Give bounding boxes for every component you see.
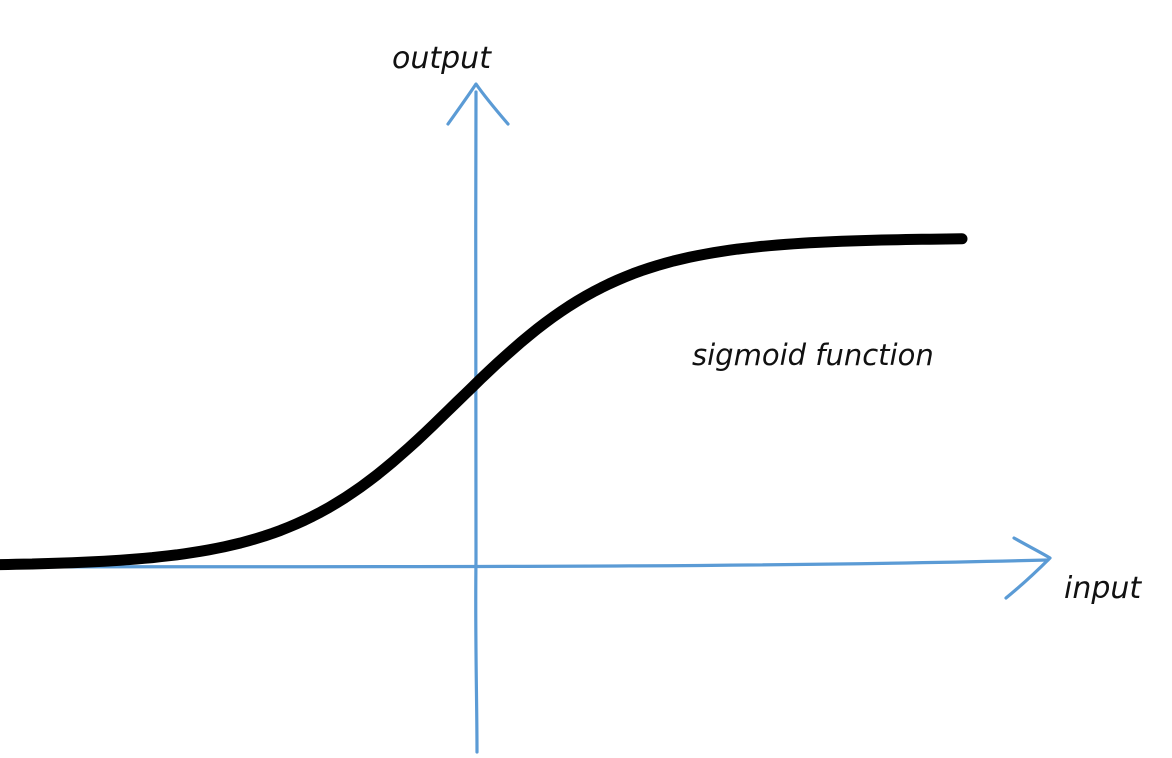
x-axis-arrowhead	[1004, 536, 1052, 600]
y-axis-line	[474, 90, 479, 754]
x-axis-line	[0, 558, 1050, 569]
x-axis-label: input	[1064, 571, 1142, 606]
y-axis-label: output	[392, 41, 492, 76]
sigmoid-curve-path	[0, 233, 968, 571]
sigmoid-curve	[0, 233, 968, 571]
curve-label: sigmoid function	[692, 338, 934, 372]
y-axis-arrowhead	[446, 82, 510, 126]
